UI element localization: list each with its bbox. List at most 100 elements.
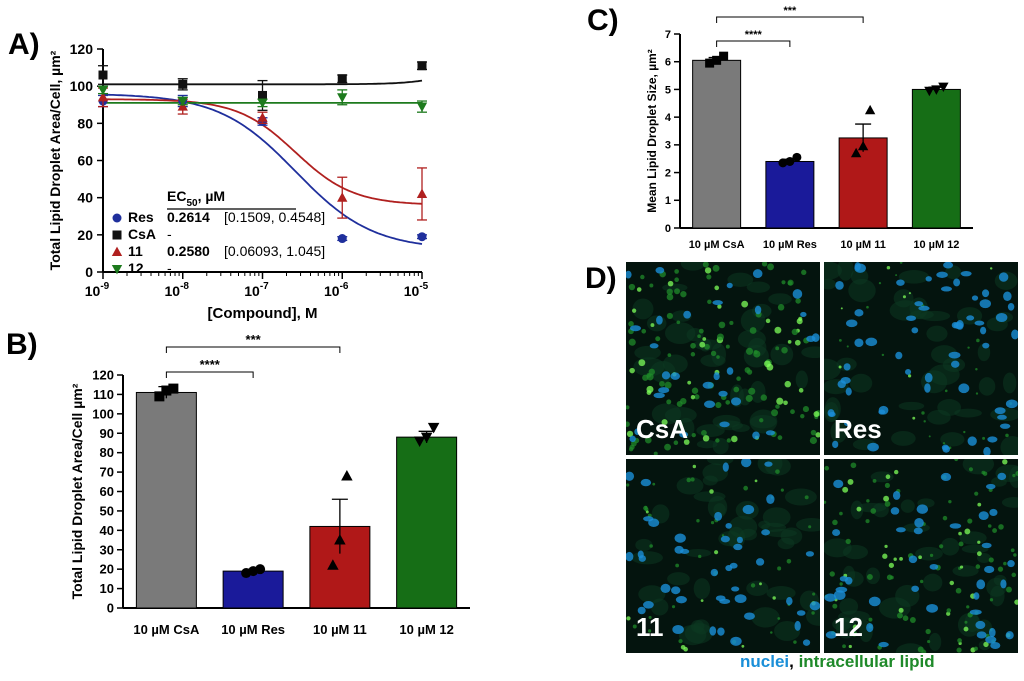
lipid-droplet [652, 482, 656, 486]
lipid-droplet [749, 327, 757, 334]
cell-body [891, 430, 916, 446]
x-tick-label: 10-9 [85, 281, 110, 299]
nucleus [671, 586, 681, 595]
lipid-droplet [886, 574, 893, 581]
cell-body [978, 377, 996, 396]
nucleus [974, 320, 985, 326]
legend-ec50: - [167, 226, 172, 242]
data-point-12 [97, 85, 109, 96]
lipid-droplet [759, 582, 762, 586]
significance-bracket [716, 40, 791, 47]
lipid-droplet [959, 565, 964, 569]
lipid-droplet [678, 639, 683, 644]
lipid-droplet [628, 320, 634, 327]
bar [911, 88, 961, 229]
lipid-droplet [690, 342, 696, 349]
x-axis-label: [Compound], M [208, 305, 318, 322]
lipid-droplet [1010, 548, 1015, 553]
significance-label: *** [246, 332, 262, 347]
y-tick-label: 0 [85, 264, 93, 280]
lipid-droplet [626, 405, 630, 410]
nucleus [661, 371, 671, 380]
y-tick-label: 4 [665, 112, 672, 124]
lipid-droplet [918, 555, 922, 560]
lipid-droplet [884, 482, 890, 489]
legend-label: CsA [128, 226, 156, 242]
data-point [864, 104, 876, 115]
lipid-droplet [702, 337, 707, 341]
nucleus [683, 310, 692, 319]
lipid-droplet [923, 420, 926, 423]
cell-body [702, 475, 718, 486]
data-point [712, 55, 722, 65]
lipid-droplet [839, 582, 843, 586]
lipid-droplet [626, 430, 634, 438]
cell-body [898, 401, 925, 411]
legend-ec50: - [167, 260, 172, 276]
lipid-droplet [725, 400, 731, 405]
lipid-droplet [912, 416, 916, 420]
cell-body [751, 607, 780, 628]
nucleus [704, 400, 716, 408]
nucleus [629, 325, 641, 332]
nucleus [713, 372, 720, 381]
lipid-droplet [964, 528, 971, 535]
lipid-droplet [1003, 561, 1007, 566]
lipid-droplet [794, 339, 801, 346]
legend-ec50: 0.2580 [167, 243, 210, 259]
lipid-droplet [690, 394, 696, 400]
lipid-droplet [704, 343, 710, 350]
legend-marker-12 [111, 264, 123, 275]
cell-body [848, 278, 876, 303]
lipid-droplet [673, 440, 679, 445]
y-tick-label: 10 [100, 581, 114, 596]
bar [396, 436, 458, 609]
legend-label: 12 [128, 260, 144, 276]
cell-body [945, 265, 962, 280]
lipid-droplet [813, 411, 820, 417]
lipid-droplet [702, 435, 710, 442]
cell-body [832, 617, 852, 631]
category-label: 10 µM 12 [913, 239, 959, 251]
lipid-droplet [850, 462, 857, 469]
nucleus [835, 280, 844, 290]
nucleus [766, 494, 775, 505]
legend-label: Res [128, 209, 154, 225]
y-tick-label: 5 [665, 84, 671, 96]
nucleus [981, 289, 990, 298]
nucleus [718, 390, 728, 397]
y-tick-label: 0 [665, 223, 671, 235]
nucleus [809, 601, 820, 611]
cell-body [685, 548, 712, 558]
lipid-droplet [1012, 473, 1016, 478]
micrograph-image [626, 262, 820, 455]
nucleus [951, 360, 960, 368]
lipid-droplet [781, 280, 786, 285]
lipid-droplet [704, 267, 712, 274]
micrograph-image [626, 459, 820, 652]
cell-body [952, 565, 979, 577]
data-point-csa [258, 90, 267, 100]
lipid-droplet [921, 411, 925, 415]
data-point [785, 156, 795, 166]
nucleus [980, 326, 987, 335]
lipid-droplet [968, 467, 974, 472]
data-point [413, 436, 426, 448]
nucleus [966, 315, 975, 321]
cell-body [922, 573, 943, 592]
cell-body [712, 438, 729, 455]
lipid-droplet [736, 376, 741, 381]
lipid-droplet [642, 374, 649, 381]
lipid-droplet [870, 508, 877, 514]
lipid-droplet [966, 605, 970, 609]
y-tick-label: 3 [665, 140, 671, 152]
nucleus [655, 267, 665, 274]
data-point-11 [416, 188, 428, 198]
nucleus [656, 315, 663, 325]
panel-label-b: B) [6, 328, 38, 361]
cell-body [837, 262, 854, 281]
lipid-droplet [1015, 471, 1018, 477]
nucleus [892, 490, 901, 500]
lipid-droplet [866, 499, 870, 503]
nucleus [981, 542, 992, 549]
